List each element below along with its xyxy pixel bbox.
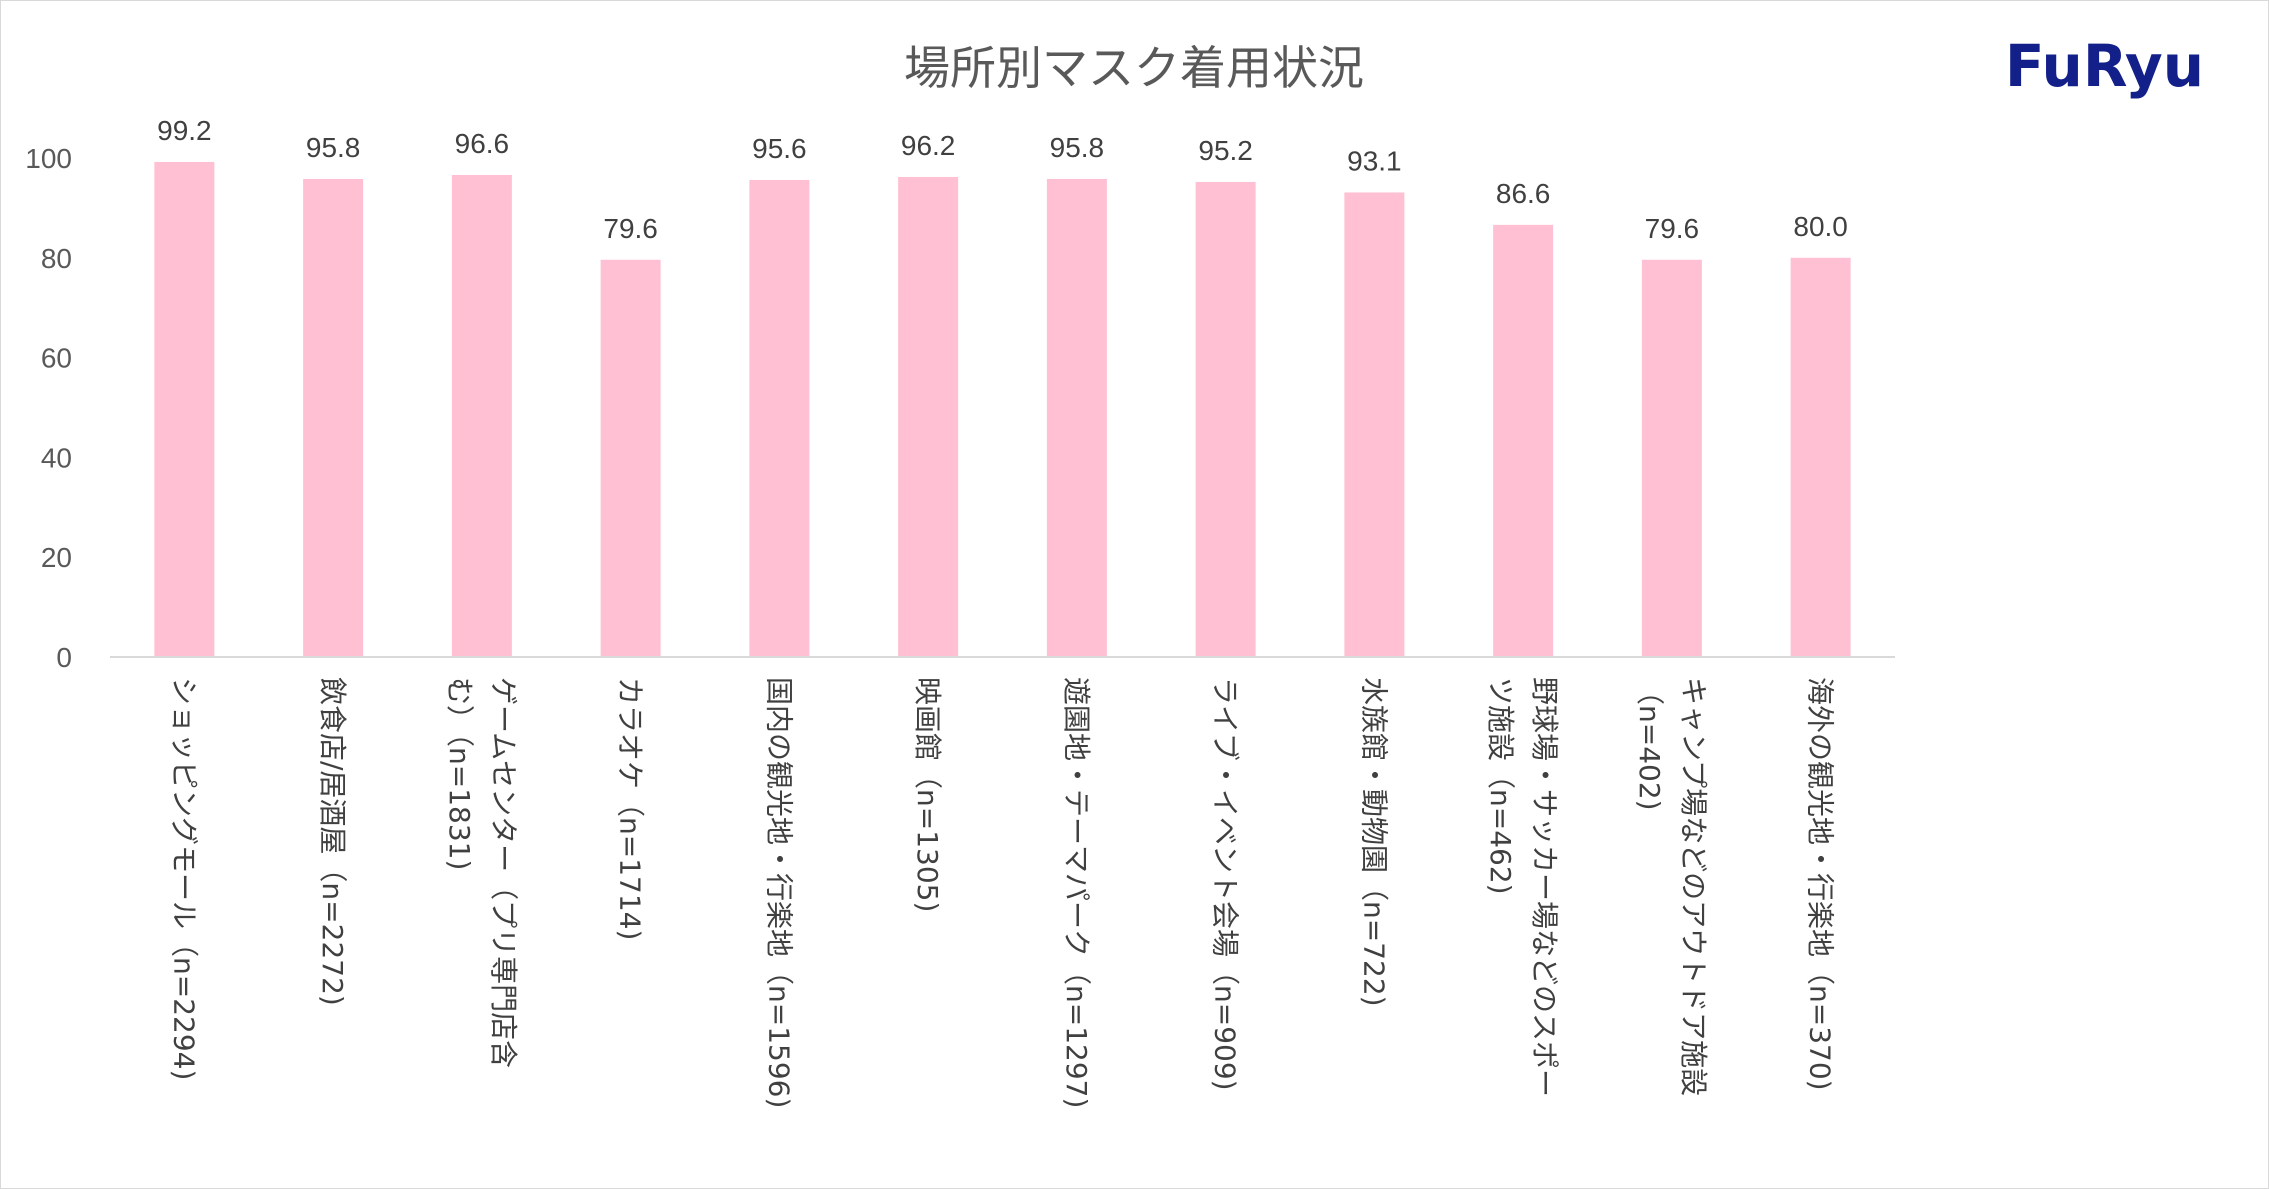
data-label: 95.8 [306,132,361,163]
category-label: ショッピングモール（n=2294) [167,677,200,1080]
data-label: 99.2 [157,115,212,146]
category-label: 海外の観光地・行楽地（n=370) [1804,677,1837,1091]
plot-area: 0 20 40 60 80 100 99.2 ショッピングモール（n=2294) 95.8 飲食店… [25,115,1895,1108]
category-label: 映画館（n=1305) [911,677,944,912]
y-tick-label: 80 [41,243,72,274]
y-tick-label: 40 [41,442,72,473]
data-label: 95.6 [752,133,807,164]
data-label: 80.0 [1793,211,1848,242]
data-label: 96.2 [901,130,956,161]
chart-title: 場所別マスク着用状況 [904,41,1364,95]
category-label: キャンプ場などのアウトドア施設 [1677,677,1710,1096]
y-tick-label: 20 [41,542,72,573]
category-label: ライブ・イベント会場（n=909) [1209,677,1242,1091]
bar [600,259,661,657]
bar [749,179,810,657]
bar [1344,192,1405,657]
data-label: 96.6 [455,128,510,159]
category-label: （n=402) [1633,677,1666,811]
category-label: 国内の観光地・行楽地（n=1596) [762,677,795,1108]
bar [1046,178,1107,657]
bar [451,174,512,657]
bar [898,176,959,657]
data-label: 93.1 [1347,145,1402,176]
bar [154,161,215,657]
category-label: 水族館・動物園（n=722) [1357,677,1390,1007]
category-label: ゲームセンター（プリ専門店含 [487,677,520,1068]
bar [1641,259,1702,657]
data-label: 79.6 [1645,213,1700,244]
category-label: カラオケ（n=1714) [614,677,647,940]
category-label: ツ施設（n=462) [1484,677,1517,895]
y-tick-label: 100 [25,143,72,174]
data-label: 95.2 [1198,135,1253,166]
data-label: 86.6 [1496,178,1551,209]
category-label: 飲食店/居酒屋（n=2272) [316,677,349,1006]
y-tick-label: 60 [41,343,72,374]
data-label: 95.8 [1050,132,1105,163]
category-label: む）（n=1831) [443,677,476,870]
bar [1195,181,1256,657]
category-label: 遊園地・テーマパーク（n=1297) [1060,677,1093,1108]
furyu-logo: FuRyu [2005,32,2204,100]
category-label: 野球場・サッカー場などのスポー [1528,677,1561,1097]
y-tick-label: 0 [56,642,72,673]
bar [1790,257,1851,657]
bar [1493,224,1554,657]
data-label: 79.6 [603,213,658,244]
bar [303,178,364,657]
